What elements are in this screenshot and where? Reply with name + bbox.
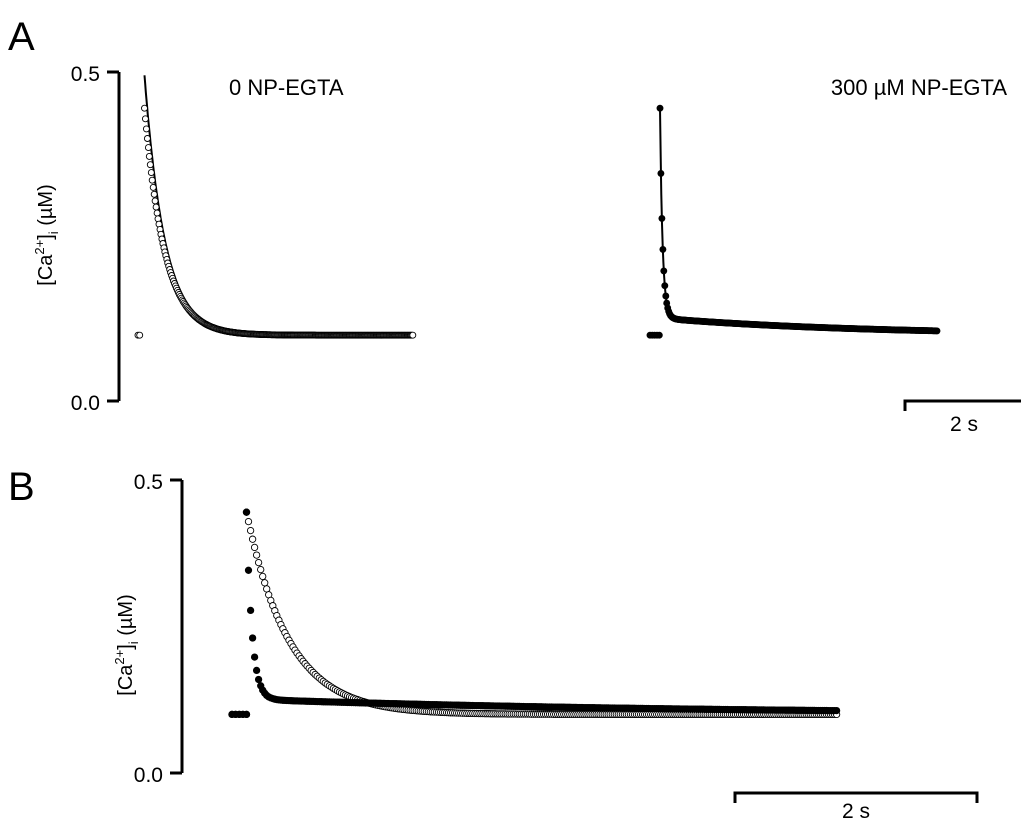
ylabel-a-sup: 2+	[32, 240, 47, 255]
data-point-b-0-8	[259, 572, 267, 581]
data-point-a-1-0	[656, 104, 664, 112]
panel-a: A 0.5 0.0 [Ca2+]i (µM) 0 NP-EGTA 300 µM …	[8, 15, 1021, 436]
data-point-a-1-5	[661, 282, 669, 290]
ylabel-b-sub: i	[126, 641, 141, 644]
ylabel-a-base: [Ca	[35, 254, 57, 286]
data-point-a-0-11	[151, 197, 159, 205]
ylabel-b-tail: (µM)	[115, 594, 137, 641]
data-point-b-0-7	[257, 565, 265, 574]
y-axis-label-b: [Ca2+]i (µM)	[112, 594, 141, 695]
ylabel-b-base: [Ca	[115, 664, 137, 696]
data-point-a-1-2	[658, 214, 666, 222]
data-point-b-0-9	[261, 579, 269, 587]
ylabel-a-sub: i	[46, 231, 61, 234]
y-tick-label-b-bottom: 0.0	[134, 764, 163, 787]
y-tick-label-a-bottom: 0.0	[71, 392, 100, 415]
data-point-b-0-5	[252, 551, 261, 559]
data-point-a-0-1	[141, 115, 149, 123]
y-axis-label-a: [Ca2+]i (µM)	[32, 184, 61, 285]
data-point-a-0-4	[144, 144, 152, 152]
data-point-a-0-6	[146, 161, 154, 169]
scalebar-label-b: 2 s	[842, 800, 870, 821]
trace-b-0np	[228, 508, 841, 719]
scalebar-a	[903, 399, 1021, 411]
data-point-b-0-6	[254, 558, 263, 567]
data-point-a-0-2	[142, 125, 150, 133]
data-point-b-1-0	[242, 508, 251, 516]
data-point-a-0-13	[153, 209, 161, 217]
panel-b: B 0.5 0.0 [Ca2+]i (µM) 2 s	[8, 465, 979, 821]
trace-label-a-0np: 0 NP-EGTA	[229, 75, 344, 100]
data-point-a-0-0	[141, 104, 148, 112]
baseline-point-b-1-4	[242, 710, 251, 719]
data-point-a-0-5	[145, 152, 153, 160]
data-point-a-0-277	[409, 331, 417, 339]
panel-label-a: A	[8, 15, 35, 59]
data-point-a-0-9	[149, 183, 157, 191]
data-point-a-0-10	[150, 190, 158, 198]
data-point-a-0-8	[148, 176, 156, 184]
data-point-a-1-3	[659, 245, 667, 253]
y-tick-label-b-top: 0.5	[134, 471, 163, 494]
scalebar-label-a: 2 s	[950, 413, 978, 436]
data-point-b-0-2	[246, 526, 255, 535]
data-point-b-0-10	[263, 585, 271, 593]
fit-line-a-0	[143, 75, 414, 337]
data-point-b-1-6	[254, 675, 263, 684]
data-point-b-1-4	[250, 653, 259, 661]
baseline-point-a-1-4	[655, 331, 663, 339]
baseline-point-a-0-1	[136, 331, 144, 339]
data-point-b-0-4	[250, 543, 259, 552]
scalebar-b	[733, 791, 979, 803]
ylabel-b-sup: 2+	[112, 650, 127, 665]
panel-label-b: B	[8, 465, 35, 509]
data-point-b-1-2	[246, 606, 255, 615]
ylabel-a-tail: (µM)	[35, 184, 57, 231]
data-point-a-1-6	[662, 292, 670, 300]
ylabel-a-mid: ]	[35, 234, 57, 240]
data-point-b-1-3	[248, 634, 257, 642]
ylabel-b-mid: ]	[115, 644, 137, 650]
trace-b-300np	[228, 508, 841, 719]
data-point-a-0-3	[143, 135, 151, 142]
data-point-b-1-1	[244, 566, 253, 574]
data-point-a-1-286	[933, 327, 941, 335]
data-point-a-1-1	[657, 169, 665, 177]
data-point-a-0-7	[147, 169, 155, 177]
trace-a-0np	[134, 75, 417, 339]
data-point-a-1-4	[660, 267, 668, 275]
trace-label-a-300np: 300 µM NP-EGTA	[831, 75, 1007, 100]
data-point-a-0-12	[152, 203, 160, 211]
data-point-b-1-292	[832, 706, 841, 715]
data-point-b-1-5	[252, 666, 261, 675]
trace-a-300np	[646, 104, 941, 339]
fit-line-a-1	[659, 108, 938, 332]
data-point-b-0-1	[244, 517, 253, 526]
y-tick-label-a-top: 0.5	[71, 63, 100, 86]
data-point-b-0-3	[248, 535, 257, 543]
